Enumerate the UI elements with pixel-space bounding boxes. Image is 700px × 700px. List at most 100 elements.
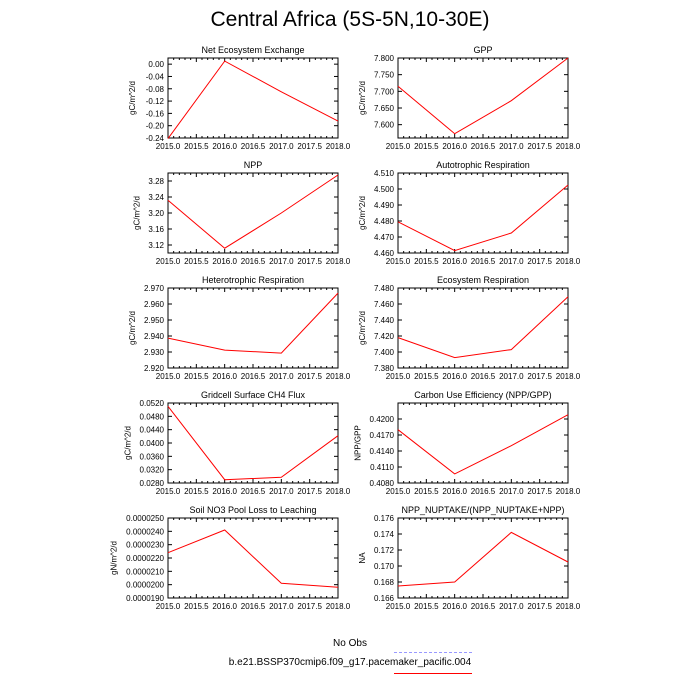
figure-title: Central Africa (5S-5N,10-30E)	[210, 8, 490, 31]
y-tick-label: 0.172	[374, 546, 395, 555]
x-tick-label: 2017.5	[297, 487, 322, 496]
y-tick-label: 7.800	[374, 54, 395, 63]
panel-title: NPP	[244, 160, 263, 170]
x-tick-label: 2018.0	[326, 487, 351, 496]
y-axis-label: gC/m^2/d	[123, 426, 132, 460]
y-tick-label: 4.510	[374, 169, 395, 178]
y-tick-label: 0.0280	[140, 479, 165, 488]
x-tick-label: 2016.5	[471, 372, 496, 381]
x-tick-label: 2017.5	[297, 372, 322, 381]
x-tick-label: 2015.0	[156, 372, 181, 381]
x-tick-label: 2016.5	[471, 487, 496, 496]
x-tick-label: 2018.0	[326, 257, 351, 266]
series-line	[167, 529, 339, 588]
y-tick-label: 0.0360	[140, 452, 165, 461]
y-tick-label: 0.170	[374, 562, 395, 571]
x-tick-label: 2016.5	[471, 257, 496, 266]
y-tick-label: 3.24	[148, 193, 164, 202]
series-line	[397, 414, 569, 475]
x-tick-label: 2016.5	[241, 487, 266, 496]
x-tick-label: 2015.0	[386, 257, 411, 266]
series-line	[167, 174, 339, 249]
x-tick-label: 2018.0	[556, 487, 581, 496]
x-tick-label: 2017.0	[269, 142, 294, 151]
x-tick-label: 2016.5	[241, 257, 266, 266]
x-tick-label: 2016.0	[442, 257, 467, 266]
x-tick-label: 2015.5	[184, 257, 209, 266]
y-tick-label: -0.04	[146, 72, 165, 81]
y-tick-label: 0.4170	[370, 431, 395, 440]
x-tick-label: 2016.5	[241, 372, 266, 381]
y-tick-label: 0.0000230	[126, 541, 164, 550]
plot-frame	[397, 517, 569, 599]
y-tick-label: 0.0000250	[126, 514, 164, 523]
panel-title: Autotrophic Respiration	[436, 160, 530, 170]
x-tick-label: 2016.0	[212, 602, 237, 611]
y-tick-label: -0.08	[146, 85, 165, 94]
y-tick-label: 7.380	[374, 364, 395, 373]
x-tick-label: 2015.5	[184, 372, 209, 381]
y-tick-label: 4.480	[374, 217, 395, 226]
x-tick-label: 2017.5	[297, 257, 322, 266]
y-tick-label: 2.970	[144, 284, 165, 293]
panel-10: NPP_NUPTAKE/(NPP_NUPTAKE+NPP) 2015.0 2015.…	[358, 505, 581, 611]
y-tick-label: 0.4080	[370, 479, 395, 488]
x-tick-label: 2017.0	[269, 372, 294, 381]
y-tick-label: 0.174	[374, 530, 395, 539]
x-tick-label: 2016.5	[241, 142, 266, 151]
series-line	[397, 184, 569, 252]
x-tick-label: 2016.0	[212, 487, 237, 496]
y-tick-label: 4.470	[374, 233, 395, 242]
y-tick-label: 2.930	[144, 348, 165, 357]
x-tick-label: 2015.0	[156, 487, 181, 496]
panel-8: Carbon Use Efficiency (NPP/GPP)2015.0 201…	[353, 390, 580, 496]
y-axis-label: gC/m^2/d	[128, 81, 137, 115]
y-tick-label: 2.940	[144, 332, 165, 341]
y-tick-label: 3.20	[148, 209, 164, 218]
y-tick-label: 7.400	[374, 348, 395, 357]
y-tick-label: 7.480	[374, 284, 395, 293]
series-line	[397, 531, 569, 587]
x-tick-label: 2017.5	[527, 487, 552, 496]
x-tick-label: 2017.5	[527, 372, 552, 381]
x-tick-label: 2017.5	[527, 602, 552, 611]
plot-frame	[167, 287, 339, 369]
x-tick-label: 2015.5	[414, 487, 439, 496]
x-tick-label: 2016.0	[212, 257, 237, 266]
x-tick-label: 2015.0	[386, 487, 411, 496]
x-tick-label: 2015.5	[414, 372, 439, 381]
legend-model-line	[394, 673, 472, 674]
plot-frame	[397, 57, 569, 139]
x-tick-label: 2016.0	[212, 372, 237, 381]
x-tick-label: 2017.0	[499, 142, 524, 151]
panel-title: Soil NO3 Pool Loss to Leaching	[189, 505, 316, 515]
y-tick-label: 7.460	[374, 300, 395, 309]
y-axis-label: gC/m^2/d	[358, 311, 367, 345]
y-tick-label: 0.0000210	[126, 567, 164, 576]
y-tick-label: 7.700	[374, 87, 395, 96]
y-tick-label: -0.20	[146, 122, 165, 131]
x-tick-label: 2015.0	[156, 257, 181, 266]
panel-9: Soil NO3 Pool Loss to Leaching 2015.0 2015…	[110, 505, 351, 611]
y-tick-label: 0.0520	[140, 399, 165, 408]
legend-model-label: b.e21.BSSP370cmip6.f09_g17.pacemaker_pac…	[228, 657, 472, 668]
y-axis-label: gC/m^2/d	[358, 81, 367, 115]
x-tick-label: 2016.0	[212, 142, 237, 151]
x-tick-label: 2017.0	[269, 487, 294, 496]
y-tick-label: 3.28	[148, 177, 164, 186]
x-tick-label: 2015.0	[156, 142, 181, 151]
x-tick-label: 2016.5	[241, 602, 266, 611]
panel-title: Carbon Use Efficiency (NPP/GPP)	[414, 390, 551, 400]
panel-title: Ecosystem Respiration	[437, 275, 529, 285]
x-tick-label: 2018.0	[556, 372, 581, 381]
y-tick-label: 0.166	[374, 594, 395, 603]
plot-frame	[397, 287, 569, 369]
plot-frame	[167, 172, 339, 254]
panel-3: NPP 2015.0 2015.5 2016.0 2016.5 2017.0 2017.5 2…	[133, 160, 351, 266]
x-tick-label: 2016.5	[471, 142, 496, 151]
x-tick-label: 2017.0	[499, 487, 524, 496]
x-tick-label: 2017.0	[269, 602, 294, 611]
x-tick-label: 2017.5	[297, 142, 322, 151]
